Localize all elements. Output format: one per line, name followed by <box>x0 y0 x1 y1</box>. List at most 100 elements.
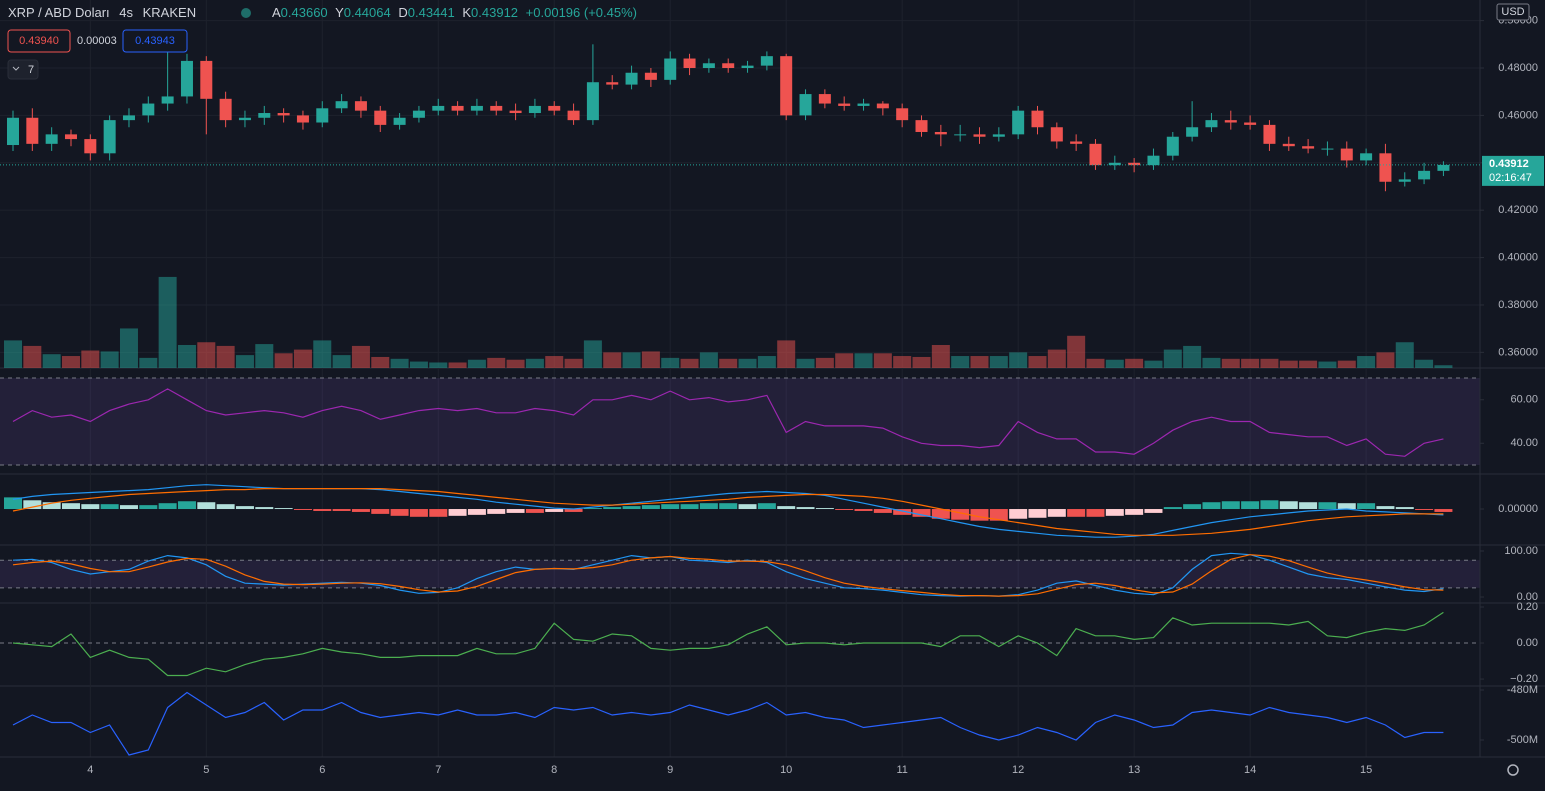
volume-bar <box>313 340 332 368</box>
volume-bar <box>1163 349 1182 368</box>
legend-header: XRP / ABD Doları 4s KRAKEN <box>8 5 196 20</box>
y-tick-label: 0.38000 <box>1498 299 1538 311</box>
x-tick-label: 7 <box>435 764 441 776</box>
candle-body <box>1205 120 1218 128</box>
indicator-line <box>12 388 1444 457</box>
volume-bar <box>255 344 274 368</box>
candle-body <box>1360 153 1373 161</box>
indicator-toggle[interactable] <box>7 59 39 80</box>
histogram-bar <box>796 507 815 510</box>
histogram-bar <box>1086 509 1105 517</box>
candle-body <box>1302 146 1315 149</box>
volume-bar <box>42 354 61 368</box>
histogram-bar <box>390 509 409 516</box>
candle-body <box>528 105 541 114</box>
candle-body <box>1379 153 1392 182</box>
candle-body <box>548 105 561 111</box>
y-tick-label: 0.40000 <box>1498 251 1538 263</box>
volume-bar <box>119 328 138 368</box>
volume-bar <box>1376 352 1395 368</box>
candle-body <box>84 139 97 154</box>
volume-bar <box>1086 358 1105 368</box>
candle-body <box>1437 164 1450 171</box>
y-tick-label: 0.00 <box>1517 591 1538 603</box>
candle-body <box>973 134 986 137</box>
candle-body <box>799 94 812 116</box>
histogram-bar <box>255 507 274 510</box>
candle-body <box>1166 136 1179 156</box>
chevron-icon <box>12 66 20 71</box>
label: D <box>398 5 407 20</box>
histogram-bar <box>4 497 22 510</box>
y-tick-label: 0.48000 <box>1498 62 1538 74</box>
candle-body <box>64 134 77 140</box>
histogram-bar <box>100 504 119 510</box>
histogram-bar <box>1125 509 1144 515</box>
candle-body <box>1089 143 1102 166</box>
candle-body <box>915 120 928 132</box>
volume-bar <box>1260 358 1279 368</box>
indicator-line <box>12 484 1444 538</box>
candle-body <box>1321 148 1334 150</box>
histogram-bar <box>371 509 390 514</box>
buy-price: 0.43943 <box>135 35 175 47</box>
candle-body <box>1263 124 1276 144</box>
y-tick-label: -480M <box>1507 684 1538 696</box>
last-price: 0.43912 <box>1489 158 1529 170</box>
histogram-bar <box>815 508 834 510</box>
histogram-bar <box>1376 506 1395 510</box>
candle-body <box>180 60 193 97</box>
candle-body <box>277 113 290 116</box>
volume-bar <box>1221 358 1240 368</box>
candle-body <box>490 105 503 111</box>
candle-body <box>258 113 271 118</box>
market-status[interactable] <box>241 8 251 18</box>
candle-body <box>857 103 870 106</box>
histogram-bar <box>1241 501 1260 510</box>
candle-body <box>335 101 348 109</box>
y-tick-label: 0.00000 <box>1498 503 1538 515</box>
volume-bar <box>603 352 622 368</box>
y-tick-label: -500M <box>1507 734 1538 746</box>
sell-button[interactable] <box>7 29 71 53</box>
candle-body <box>1128 162 1141 166</box>
volume-bar <box>100 351 119 368</box>
volume-bar <box>216 345 235 368</box>
histogram-bar <box>158 503 177 510</box>
volume-bar <box>61 356 80 368</box>
histogram-bar <box>951 509 970 520</box>
volume-bar <box>545 356 564 368</box>
histogram-bar <box>216 504 235 510</box>
volume-bar <box>893 356 912 368</box>
indicator-line <box>12 611 1444 677</box>
countdown: 02:16:47 <box>1489 172 1532 184</box>
histogram-bar <box>1067 509 1086 517</box>
histogram-bar <box>1337 503 1356 510</box>
value: 0.43912 <box>471 5 518 20</box>
label: A <box>272 5 281 20</box>
settings-icon[interactable] <box>1507 764 1519 776</box>
volume-bar <box>835 353 854 368</box>
volume-bar <box>525 358 544 368</box>
histogram-bar <box>429 509 448 517</box>
histogram-bar <box>1047 509 1066 517</box>
candle-body <box>316 108 329 123</box>
histogram-bar <box>467 509 486 515</box>
x-tick-label: 9 <box>667 764 673 776</box>
candle-body <box>1186 127 1199 137</box>
histogram-bar <box>661 504 680 510</box>
histogram-bar <box>757 503 776 510</box>
indicator-line <box>12 488 1444 536</box>
volume-bar <box>390 358 409 368</box>
currency-box[interactable] <box>1496 3 1530 21</box>
volume-bar <box>641 351 660 368</box>
buy-button[interactable] <box>122 29 188 53</box>
volume-bar <box>1279 360 1298 368</box>
y-tick-label: 40.00 <box>1510 437 1538 449</box>
histogram-bar <box>854 509 873 511</box>
volume-bar <box>1105 359 1124 368</box>
candle-body <box>625 72 638 85</box>
volume-bar <box>1395 342 1414 368</box>
x-tick-label: 4 <box>87 764 93 776</box>
x-tick-label: 14 <box>1244 764 1256 776</box>
